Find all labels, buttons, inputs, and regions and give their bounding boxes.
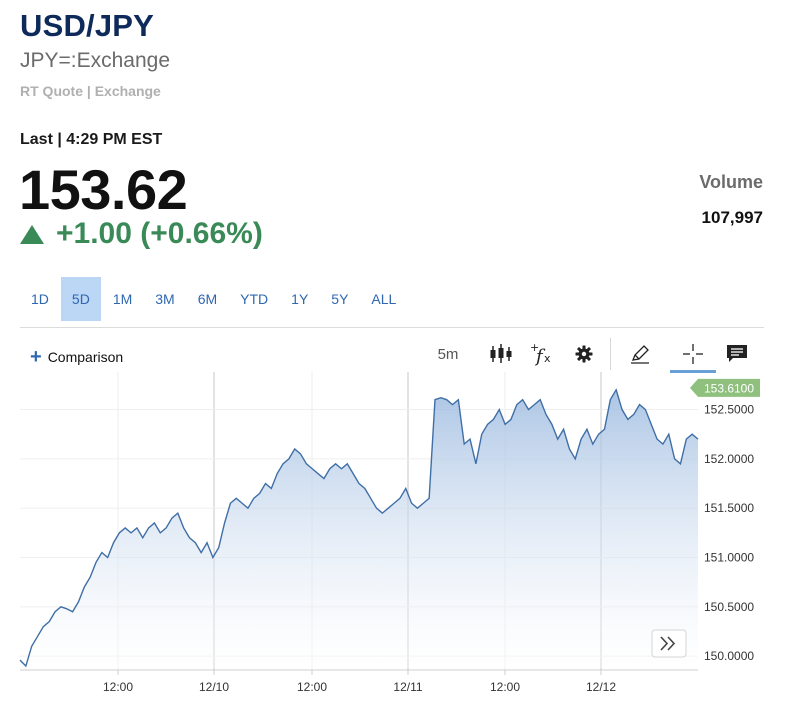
up-arrow-icon xyxy=(20,225,44,244)
interval-selector[interactable]: 5m xyxy=(437,345,459,363)
x-tick-label: 12:00 xyxy=(297,680,327,694)
expand-chart-button[interactable] xyxy=(651,629,687,658)
x-tick-label: 12/10 xyxy=(199,680,229,694)
chart-toolbar: 5m + f x xyxy=(430,336,766,373)
toolbar-divider xyxy=(610,338,611,370)
comment-icon[interactable] xyxy=(722,336,752,372)
candlestick-icon[interactable] xyxy=(486,336,516,372)
range-tab-5y[interactable]: 5Y xyxy=(331,291,349,307)
volume-label: Volume xyxy=(699,172,763,192)
function-icon[interactable]: + f x xyxy=(528,336,556,372)
x-tick-label: 12:00 xyxy=(103,680,133,694)
last-price-tag-shape xyxy=(690,378,760,397)
svg-text:x: x xyxy=(544,352,551,365)
y-tick-label: 150.0000 xyxy=(704,649,754,663)
plus-icon: + xyxy=(30,346,42,368)
gear-icon[interactable] xyxy=(570,336,598,372)
quote-type: RT Quote | Exchange xyxy=(20,83,161,99)
last-price-tag-label: 153.6100 xyxy=(704,381,754,395)
price-line xyxy=(19,388,699,668)
last-price: 153.62 xyxy=(19,158,188,221)
pencil-icon[interactable] xyxy=(626,336,654,372)
exchange-name: JPY=:Exchange xyxy=(20,49,171,72)
range-tab-3m[interactable]: 3M xyxy=(155,291,175,307)
last-price-tag: 153.6100 xyxy=(690,378,760,397)
range-tab-1m[interactable]: 1M xyxy=(112,291,133,307)
price-area-fill xyxy=(20,389,698,668)
y-tick-label: 152.0000 xyxy=(704,452,754,466)
range-tab-1d[interactable]: 1D xyxy=(31,291,49,307)
active-tool-indicator xyxy=(670,370,716,373)
range-tab-5d[interactable]: 5D xyxy=(60,277,101,321)
y-tick-label: 150.5000 xyxy=(704,600,754,614)
x-axis-ticks: 12:00 12/10 12:00 12/11 12:00 12/12 xyxy=(103,670,616,694)
range-tab-1y[interactable]: 1Y xyxy=(291,291,309,307)
x-tick-label: 12:00 xyxy=(490,680,520,694)
last-time: Last | 4:29 PM EST xyxy=(20,131,163,148)
y-axis-ticks: 152.5000 152.0000 151.5000 151.0000 150.5000… xyxy=(704,403,754,664)
price-chart[interactable]: 12:00 12/10 12:00 12/11 12:00 12/12 152.50001… xyxy=(0,372,797,708)
symbol-title: USD/JPY xyxy=(20,8,155,43)
y-tick-label: 152.5000 xyxy=(704,403,754,417)
volume-value: 107,997 xyxy=(701,208,763,227)
x-tick-label: 12/11 xyxy=(393,680,422,694)
range-tabs: 1D 5D 1M 3M 6M YTD 1Y 5Y ALL xyxy=(20,277,408,321)
comparison-button[interactable]: + Comparison xyxy=(30,347,123,367)
range-tab-ytd[interactable]: YTD xyxy=(240,291,269,307)
y-tick-label: 151.5000 xyxy=(704,501,754,515)
svg-text:+: + xyxy=(530,341,539,354)
price-change: +1.00 (+0.66%) xyxy=(20,217,263,251)
range-tab-all[interactable]: ALL xyxy=(371,291,397,307)
price-change-value: +1.00 (+0.66%) xyxy=(56,217,263,250)
tabs-divider xyxy=(20,327,764,328)
chevron-right-icon xyxy=(660,636,676,651)
x-tick-label: 12/12 xyxy=(586,680,616,694)
comparison-label: Comparison xyxy=(47,349,124,365)
crosshair-icon[interactable] xyxy=(678,336,708,372)
range-tab-6m[interactable]: 6M xyxy=(197,291,218,307)
y-tick-label: 151.0000 xyxy=(704,551,754,565)
